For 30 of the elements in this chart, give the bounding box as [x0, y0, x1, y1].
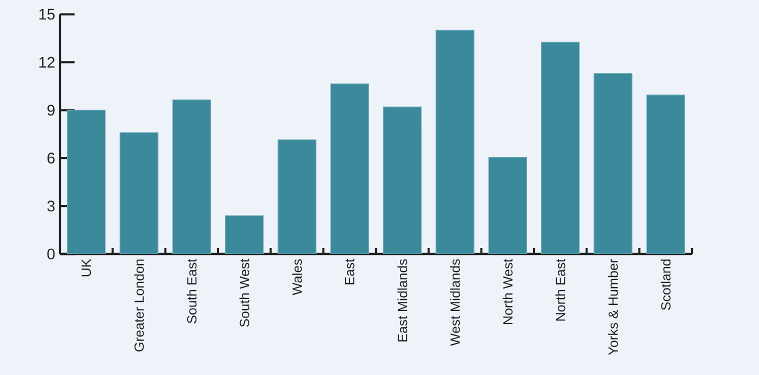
- bar: [120, 132, 158, 254]
- y-tick-label: 0: [47, 248, 55, 260]
- y-tick-label: 3: [47, 200, 55, 212]
- bar: [172, 99, 212, 254]
- x-tick-label: South West: [239, 258, 250, 327]
- y-tick-label: 12: [39, 56, 55, 68]
- x-tick-label: East: [345, 258, 354, 284]
- bar: [330, 83, 370, 254]
- x-tick-label: West Midlands: [450, 259, 460, 346]
- x-tick-label: North West: [502, 258, 513, 324]
- x-tick-label: UK: [82, 258, 91, 276]
- bar: [278, 139, 316, 254]
- bar: [594, 73, 632, 254]
- bar: [541, 42, 580, 254]
- y-tick-label: 6: [48, 152, 55, 164]
- y-tick-label: 15: [39, 8, 55, 20]
- x-tick-label: Yorks & Humber: [608, 258, 618, 355]
- x-tick-label: South East: [186, 258, 197, 324]
- x-tick-label: Greater London: [134, 260, 144, 352]
- bar: [436, 30, 474, 254]
- bar: [67, 110, 106, 254]
- bar: [488, 156, 528, 254]
- bar: [225, 215, 264, 254]
- y-tick-label: 9: [47, 104, 55, 116]
- x-tick-label: Scotland: [660, 260, 671, 310]
- bar: [646, 94, 686, 254]
- bar: [383, 106, 422, 254]
- x-tick-label: North East: [555, 258, 566, 321]
- x-tick-label: Wales: [292, 259, 302, 296]
- x-tick-label: East Midlands: [397, 259, 408, 342]
